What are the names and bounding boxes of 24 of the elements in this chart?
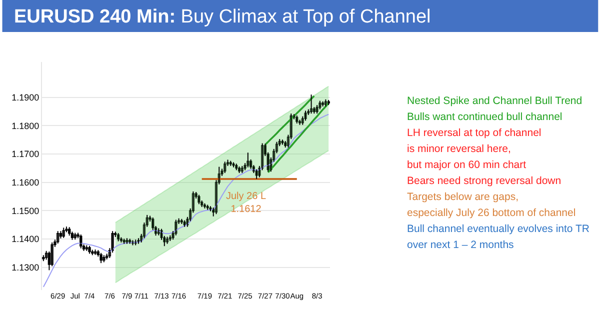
text: over next 1 – 2 months: [407, 239, 514, 251]
text: is minor reversal here,: [407, 143, 511, 155]
y-tick-label: 1.1300: [12, 262, 40, 272]
text: Bears need strong reversal down: [407, 175, 562, 187]
text: Targets below are gaps,: [407, 191, 518, 203]
chart-title: EURUSD 240 Min: Buy Climax at Top of Channel: [14, 6, 431, 28]
candlestick: [232, 162, 235, 168]
text: LH reversal at top of channel: [407, 127, 542, 139]
text: Bull channel eventually evolves into TR: [407, 223, 590, 235]
y-tick-label: 1.1900: [12, 92, 40, 103]
line-series: [42, 114, 330, 288]
y-tick-label: 1.1500: [12, 206, 40, 216]
candlestick: [122, 238, 126, 244]
annotation: July 26 L 1.1612: [226, 191, 266, 215]
text: but major on 60 min chart: [407, 159, 526, 171]
text: Nested Spike and Channel Bull Trend: [407, 95, 582, 107]
candlestick: [126, 238, 128, 244]
y-tick-label: 1.1400: [12, 234, 40, 244]
y-tick-label: 1.1700: [12, 149, 40, 160]
text: Bulls want continued bull channel: [407, 111, 562, 123]
text: especially July 26 bottom of channel: [407, 207, 576, 219]
line-series: [267, 102, 330, 174]
y-tick-label: 1.1800: [12, 120, 40, 131]
y-tick-label: 1.1600: [12, 178, 40, 188]
